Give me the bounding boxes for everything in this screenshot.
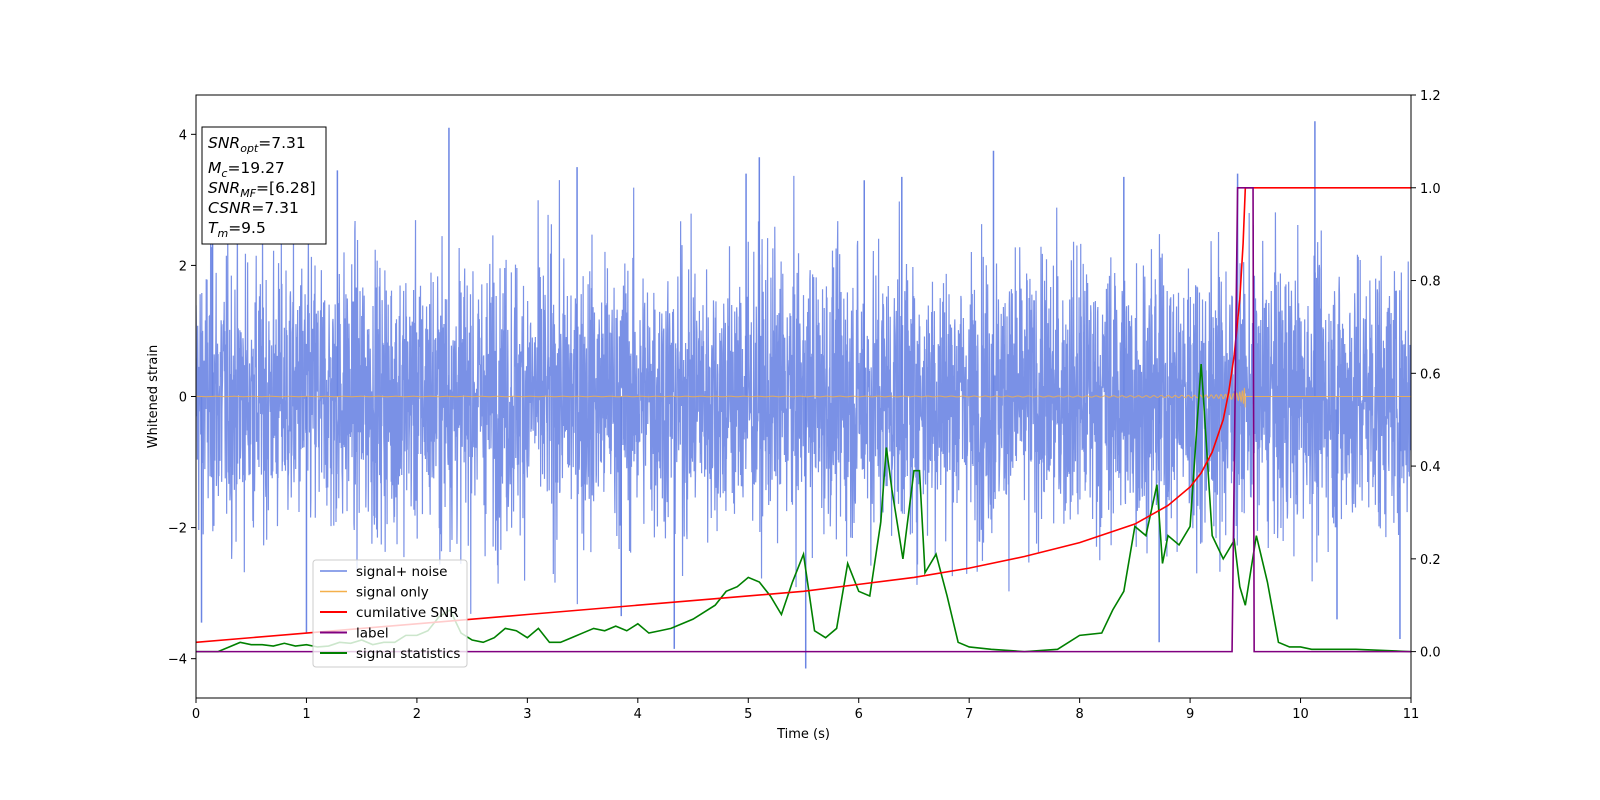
y-axis-label: Whitened strain (146, 345, 161, 448)
y2-tick-label: 0.4 (1420, 460, 1441, 475)
annotation-line: Tm=9.5 (208, 219, 266, 240)
y2-tick-label: 0.6 (1420, 367, 1441, 382)
x-tick-label: 11 (1403, 707, 1420, 722)
y2-tick-label: 0.8 (1420, 275, 1441, 290)
legend-item: label (320, 626, 389, 642)
x-tick-label: 0 (192, 707, 200, 722)
plot-area (196, 121, 1411, 669)
legend-item: cumilative SNR (320, 605, 459, 621)
annotation-line: SNRopt=7.31 (208, 134, 306, 155)
y2-tick-label: 1.2 (1420, 89, 1441, 104)
x-tick-label: 5 (744, 707, 752, 722)
y-tick-label: 4 (179, 128, 187, 143)
series-label-line (196, 186, 1411, 653)
y-tick-label: 0 (179, 391, 187, 406)
x-axis-label: Time (s) (776, 727, 830, 742)
legend-item: signal only (320, 585, 429, 601)
legend-frame (312, 559, 468, 668)
legend-label: signal only (356, 585, 429, 601)
x-tick-label: 1 (302, 707, 310, 722)
y2-tick-label: 0.0 (1420, 646, 1441, 661)
legend-label: cumilative SNR (356, 605, 459, 621)
plot-clip-group (196, 121, 1411, 669)
annotation-box-frame (201, 126, 327, 245)
legend-item: signal+ noise (320, 564, 447, 580)
legend-label: signal statistics (356, 646, 460, 662)
x-tick-label: 3 (523, 707, 531, 722)
legend: signal+ noise signal only cumilative SNR la… (312, 559, 468, 668)
x-tick-label: 9 (1186, 707, 1194, 722)
x-tick-label: 10 (1292, 707, 1309, 722)
x-tick-label: 4 (634, 707, 642, 722)
annotation-box: SNRopt=7.31 Mc=19.27SNRMF=[6.28]CSNR=7.31… (201, 126, 327, 245)
x-tick-label: 6 (855, 707, 863, 722)
x-tick-label: 8 (1075, 707, 1083, 722)
legend-item: signal statistics (320, 646, 460, 662)
y-tick-label: −4 (168, 653, 187, 668)
y-tick-label: 2 (179, 259, 187, 274)
y2-tick-label: 0.2 (1420, 553, 1441, 568)
x-tick-label: 7 (965, 707, 973, 722)
annotation-line: CSNR=7.31 (208, 199, 299, 217)
series-signal-noise-line (196, 175, 1411, 614)
y-tick-label: −2 (168, 522, 187, 537)
series-signal-noise-spikes (200, 121, 1401, 669)
axis-ticks: 0 1 2 3 4 5 6 7 8 9 10 11 −4 −2 0 2 4 0.0 0.2 0.4 0.6 0.8 1.0 1… (168, 89, 1441, 722)
legend-label: signal+ noise (356, 564, 447, 580)
annotation-line: Mc=19.27 (208, 159, 285, 180)
annotation-line: SNRMF=[6.28] (208, 179, 316, 200)
y2-tick-label: 1.0 (1420, 182, 1441, 197)
legend-label: label (356, 626, 389, 642)
series-signal-only-line (196, 387, 1411, 408)
x-tick-label: 2 (413, 707, 421, 722)
